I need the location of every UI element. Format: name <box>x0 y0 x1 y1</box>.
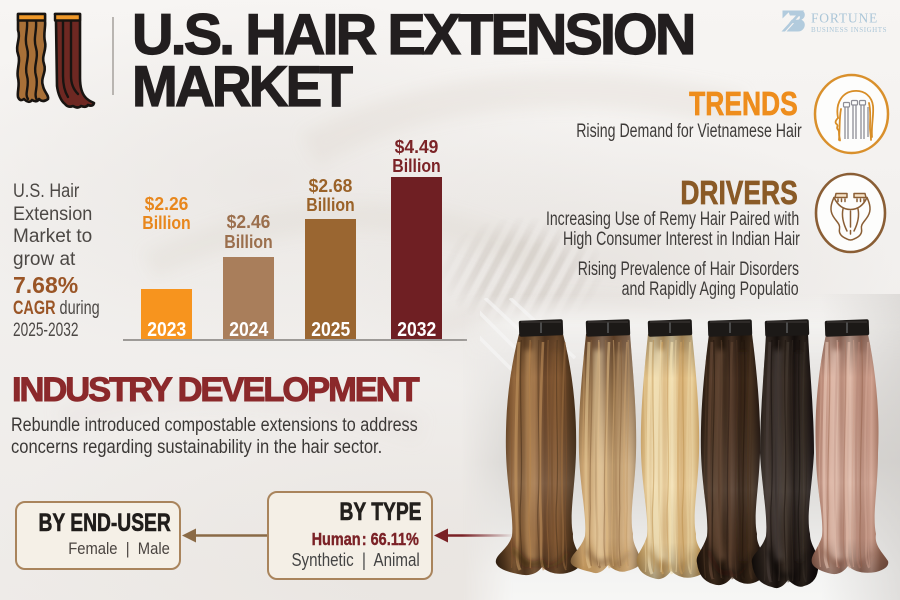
svg-text:BUSINESS INSIGHTS: BUSINESS INSIGHTS <box>811 26 887 34</box>
svg-text:FORTUNE: FORTUNE <box>811 11 878 26</box>
